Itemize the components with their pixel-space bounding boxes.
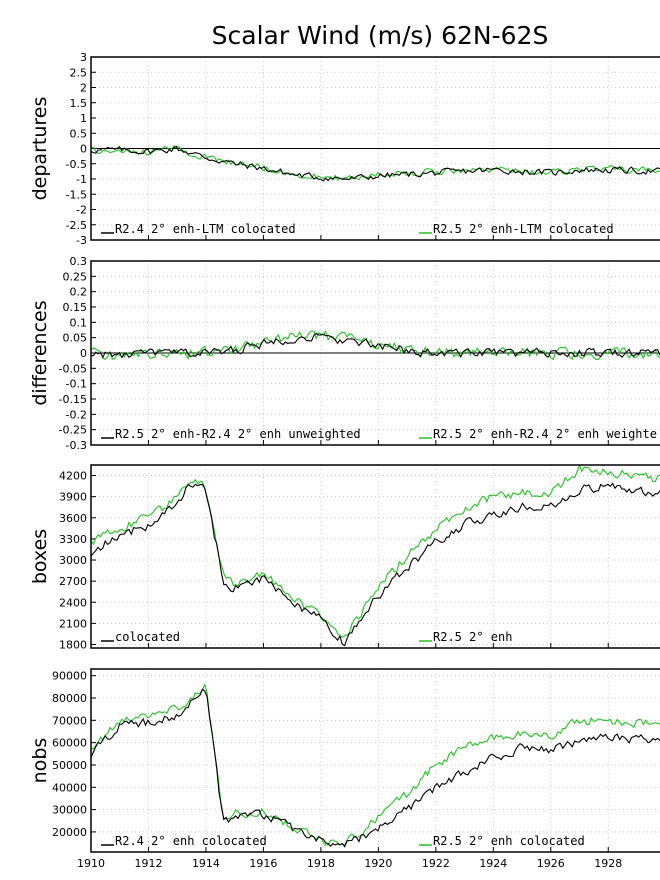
panels-group: 3 2.5 2 1.5 1 0.5 0 -0.5 -1 -1.5 -2 -2.5 -3 departure… [29, 51, 660, 870]
y-tick-label: -0.2 [66, 408, 87, 421]
y-tick-label: 2100 [59, 617, 87, 630]
y-tick-label: -0.5 [66, 158, 87, 171]
series-line-green [90, 683, 660, 846]
series-line-black [90, 145, 660, 182]
legend-label: R2.5 2° enh-R2.4 2° enh weighte [433, 427, 657, 441]
y-axis-label: differences [29, 300, 51, 405]
y-tick-label: 30000 [52, 804, 87, 817]
legend-label: R2.5 2° enh [433, 630, 512, 644]
y-tick-label: 3600 [59, 512, 87, 525]
y-tick-label: -0.25 [59, 424, 87, 437]
x-tick-label: 1924 [479, 857, 507, 870]
y-tick-label: 50000 [52, 759, 87, 772]
y-tick-label: -0.3 [66, 439, 87, 452]
plot-frame [90, 260, 660, 446]
plot-frame [90, 668, 660, 853]
y-tick-label: 80000 [52, 692, 87, 705]
x-tick-label: 1916 [249, 857, 277, 870]
chart-title: Scalar Wind (m/s) 62N-62S [212, 21, 549, 50]
y-tick-label: 0.2 [70, 286, 88, 299]
y-tick-label: 20000 [52, 826, 87, 839]
y-tick-label: 2400 [59, 596, 87, 609]
y-tick-label: 0 [80, 143, 87, 156]
series-line-black [90, 688, 660, 848]
legend-label: colocated [115, 630, 180, 644]
y-tick-label: 0.05 [63, 332, 88, 345]
y-tick-label: 3300 [59, 533, 87, 546]
y-tick-label: 0.15 [63, 301, 88, 314]
y-tick-label: 0.5 [70, 127, 88, 140]
y-axis-label: departures [29, 97, 51, 201]
y-tick-label: -0.05 [59, 362, 87, 375]
y-tick-label: -1.5 [66, 188, 87, 201]
y-tick-label: 0.25 [63, 270, 88, 283]
plot-frame [90, 56, 660, 241]
x-tick-label: 1912 [134, 857, 162, 870]
y-tick-label: 60000 [52, 737, 87, 750]
legend-label: R2.5 2° enh-R2.4 2° enh unweighted [115, 427, 361, 441]
y-axis-label: boxes [29, 529, 51, 584]
legend-label: R2.5 2° enh-LTM colocated [433, 222, 614, 236]
x-tick-label: 1922 [422, 857, 450, 870]
legend-label: R2.4 2° enh-LTM colocated [115, 222, 296, 236]
y-tick-label: 1.5 [70, 97, 88, 110]
y-tick-label: 2.5 [70, 66, 88, 79]
x-tick-label: 1920 [364, 857, 392, 870]
y-tick-label: 1800 [59, 638, 87, 651]
y-tick-label: -2 [76, 204, 87, 217]
y-tick-label: 0.1 [70, 316, 88, 329]
y-tick-label: 2 [80, 82, 87, 95]
panel-boxes: 4200 3900 3600 3300 3000 2700 2400 2100 1800 boxe… [29, 463, 660, 651]
y-tick-label: -0.1 [66, 378, 87, 391]
series-line-green [90, 145, 660, 182]
panel-nobs: 90000 80000 70000 60000 50000 40000 30000 20000… [29, 668, 660, 853]
legend-label: R2.5 2° enh colocated [433, 834, 585, 848]
panel-differences: 0.3 0.25 0.2 0.15 0.1 0.05 0 -0.05 -0.1 -0.15 -0.2… [29, 255, 660, 452]
y-tick-label: -0.15 [59, 393, 87, 406]
legend-label: R2.4 2° enh colocated [115, 834, 267, 848]
y-tick-label: -3 [76, 234, 87, 247]
series-line-green [90, 463, 660, 638]
series-line-black [90, 482, 660, 647]
y-tick-label: -2.5 [66, 219, 87, 232]
y-tick-label: 40000 [52, 781, 87, 794]
y-tick-label: 3 [80, 51, 87, 64]
x-tick-label: 1926 [537, 857, 565, 870]
y-tick-label: 2700 [59, 575, 87, 588]
y-tick-label: 3000 [59, 554, 87, 567]
panel-departures: 3 2.5 2 1.5 1 0.5 0 -0.5 -1 -1.5 -2 -2.5 -3 departure… [29, 51, 660, 247]
y-axis-label: nobs [29, 738, 51, 784]
y-tick-label: 0 [80, 347, 87, 360]
x-tick-label: 1914 [192, 857, 220, 870]
y-tick-label: 4200 [59, 470, 87, 483]
series-line-black [90, 332, 660, 359]
y-tick-label: -1 [76, 173, 87, 186]
y-tick-label: 1 [80, 112, 87, 125]
x-tick-label: 1910 [77, 857, 105, 870]
plot-frame [90, 464, 660, 649]
x-tick-label: 1918 [307, 857, 335, 870]
x-tick-label: 1928 [594, 857, 622, 870]
y-tick-label: 70000 [52, 714, 87, 727]
y-tick-label: 3900 [59, 491, 87, 504]
series-line-green [90, 330, 660, 361]
y-tick-label: 0.3 [70, 255, 88, 268]
y-tick-label: 90000 [52, 670, 87, 683]
